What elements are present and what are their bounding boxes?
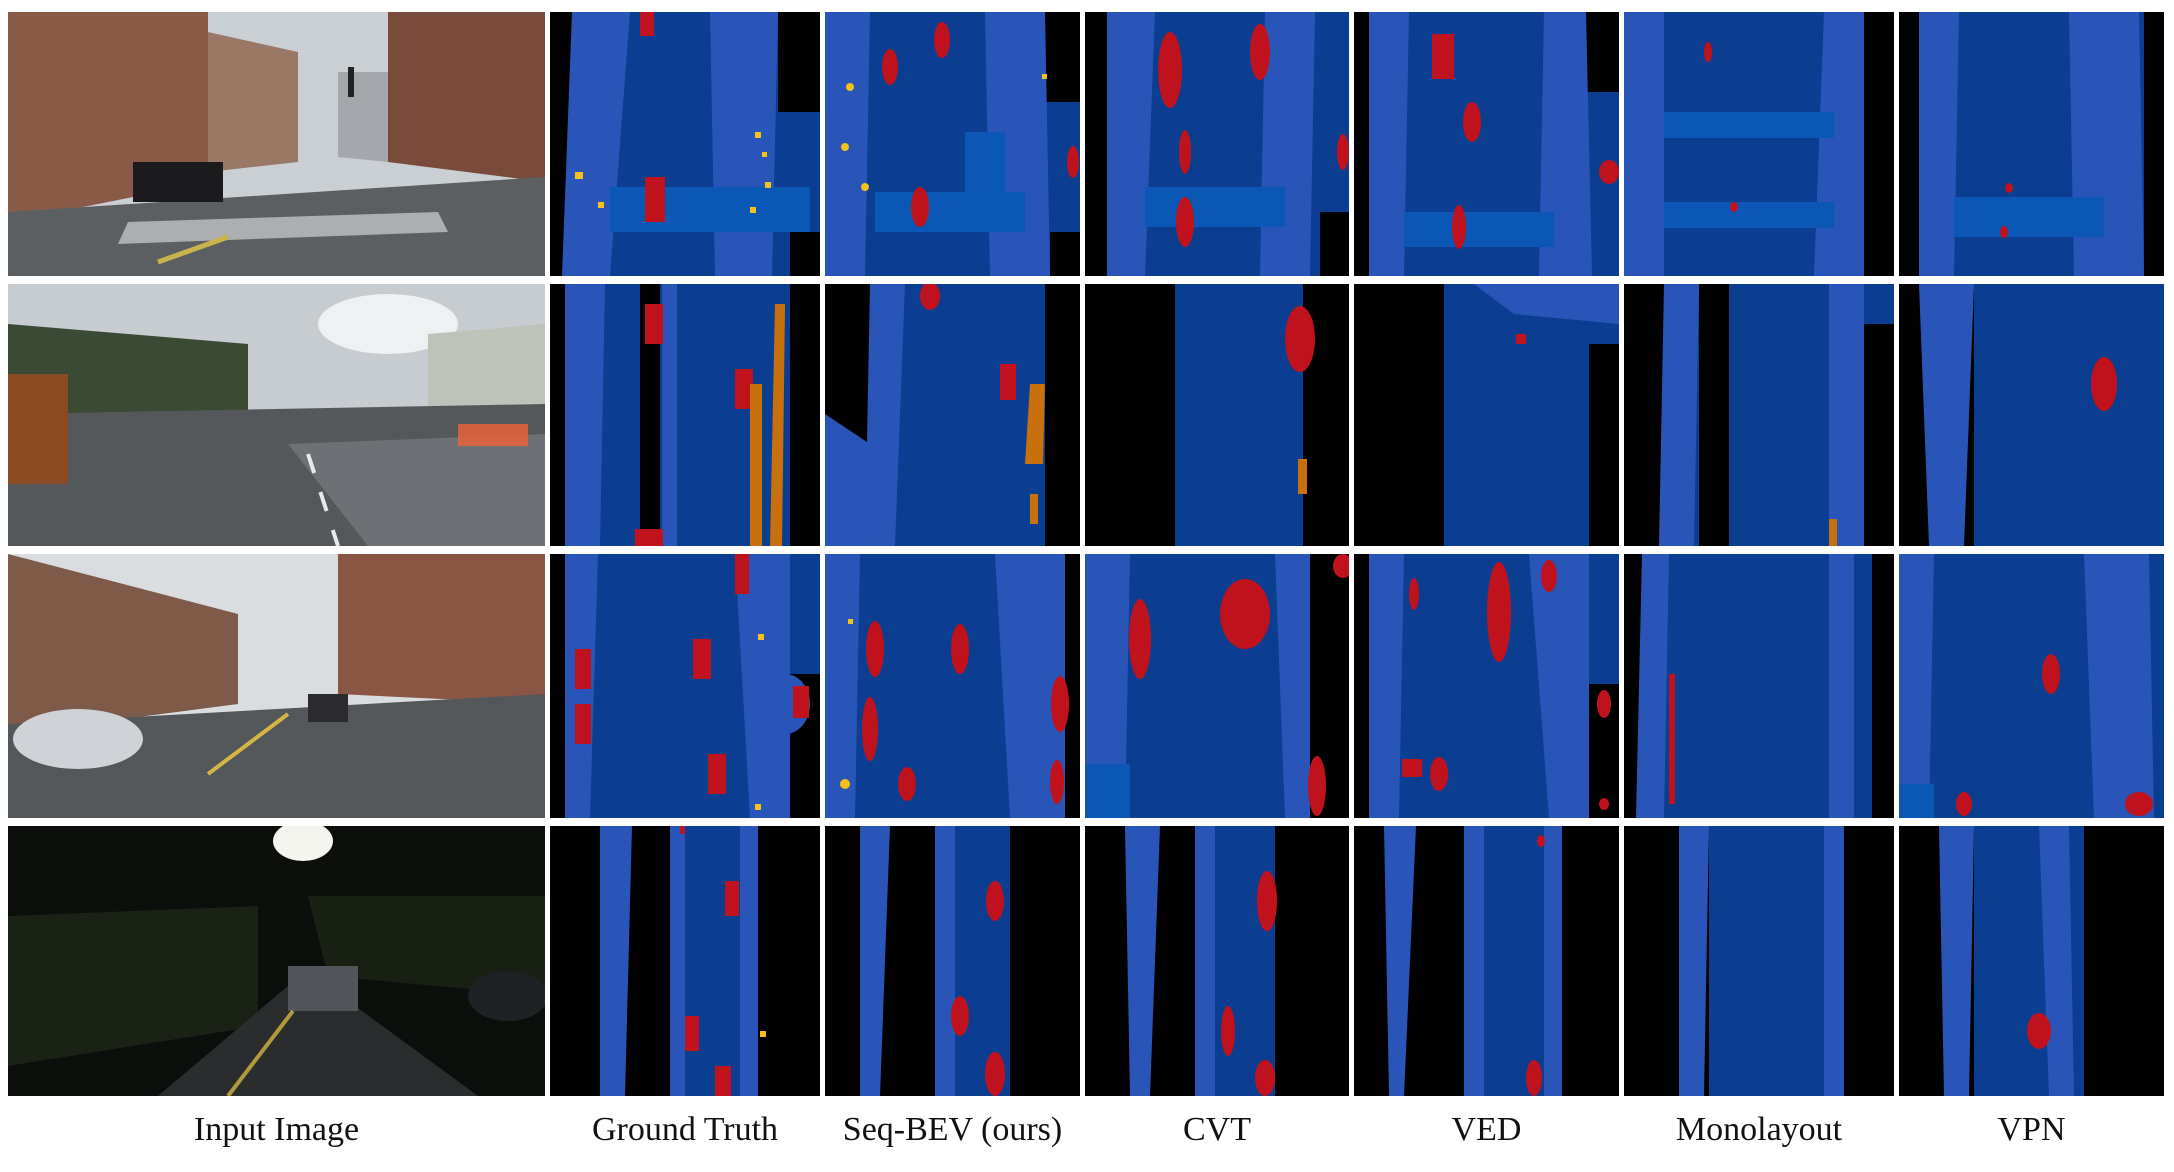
- bev-vpn-row-3: [1899, 554, 2164, 818]
- bev-cvt-row-4: [1085, 826, 1349, 1096]
- input-image-row-1: [8, 12, 545, 276]
- bev-ved-row-3: [1354, 554, 1619, 818]
- bev-vpn-row-4: [1899, 826, 2164, 1096]
- bev-gt-row-4: [550, 826, 820, 1096]
- bev-seqbev-row-1: [825, 12, 1080, 276]
- bev-cvt-row-2: [1085, 284, 1349, 546]
- caption-seq-bev: Seq-BEV (ours): [842, 1111, 1063, 1148]
- bev-gt-row-3: [550, 554, 820, 818]
- input-image-row-2: [8, 284, 545, 546]
- bev-monolayout-row-4: [1624, 826, 1894, 1096]
- bev-ved-row-4: [1354, 826, 1619, 1096]
- caption-ved: VED: [1451, 1111, 1522, 1148]
- input-image-row-4: [8, 826, 545, 1096]
- bev-vpn-row-2: [1899, 284, 2164, 546]
- bev-seqbev-row-4: [825, 826, 1080, 1096]
- bev-monolayout-row-1: [1624, 12, 1894, 276]
- bev-cvt-row-1: [1085, 12, 1349, 276]
- bev-gt-row-1: [550, 12, 820, 276]
- caption-input-image: Input Image: [193, 1111, 360, 1148]
- caption-ground-truth: Ground Truth: [591, 1111, 779, 1148]
- bev-ved-row-1: [1354, 12, 1619, 276]
- bev-monolayout-row-3: [1624, 554, 1894, 818]
- bev-cvt-row-3: [1085, 554, 1349, 818]
- bev-monolayout-row-2: [1624, 284, 1894, 546]
- bev-gt-row-2: [550, 284, 820, 546]
- bev-vpn-row-1: [1899, 12, 2164, 276]
- caption-vpn: VPN: [1997, 1111, 2066, 1148]
- input-image-row-3: [8, 554, 545, 818]
- bev-seqbev-row-2: [825, 284, 1080, 546]
- bev-ved-row-2: [1354, 284, 1619, 546]
- bev-seqbev-row-3: [825, 554, 1080, 818]
- caption-cvt: CVT: [1183, 1111, 1251, 1148]
- caption-monolayout: Monolayout: [1675, 1111, 1843, 1148]
